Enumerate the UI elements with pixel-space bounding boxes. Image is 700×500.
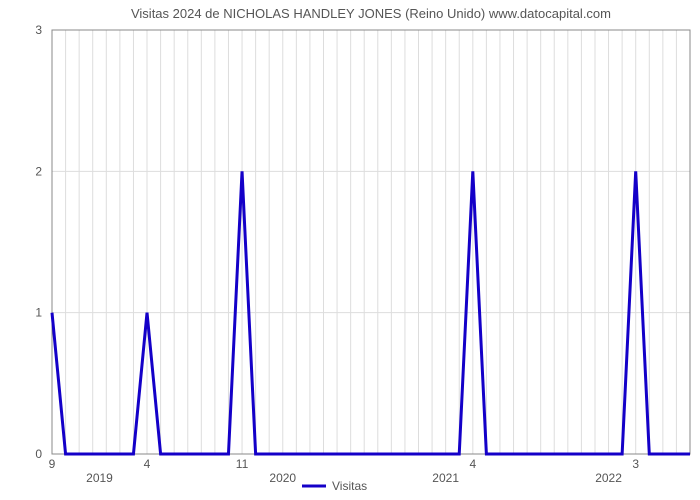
x-year-label: 2019 (86, 471, 113, 485)
x-year-label: 2020 (269, 471, 296, 485)
y-tick-label: 3 (35, 23, 42, 37)
y-tick-label: 0 (35, 447, 42, 461)
y-tick-label: 2 (35, 164, 42, 178)
x-month-label: 9 (49, 457, 56, 471)
x-month-label: 4 (469, 457, 476, 471)
legend-label: Visitas (332, 479, 367, 493)
x-month-label: 3 (632, 457, 639, 471)
x-month-label: 4 (144, 457, 151, 471)
x-year-label: 2022 (595, 471, 622, 485)
x-month-label: 11 (236, 457, 249, 471)
line-chart: 0 1 2 3 9 4 11 4 3 2019 2020 2021 2022 Visitas 2024 d… (0, 0, 700, 500)
x-year-label: 2021 (432, 471, 459, 485)
chart-wrapper: 0 1 2 3 9 4 11 4 3 2019 2020 2021 2022 Visitas 2024 d… (0, 0, 700, 500)
y-tick-label: 1 (35, 306, 42, 320)
chart-title: Visitas 2024 de NICHOLAS HANDLEY JONES (… (131, 6, 611, 21)
